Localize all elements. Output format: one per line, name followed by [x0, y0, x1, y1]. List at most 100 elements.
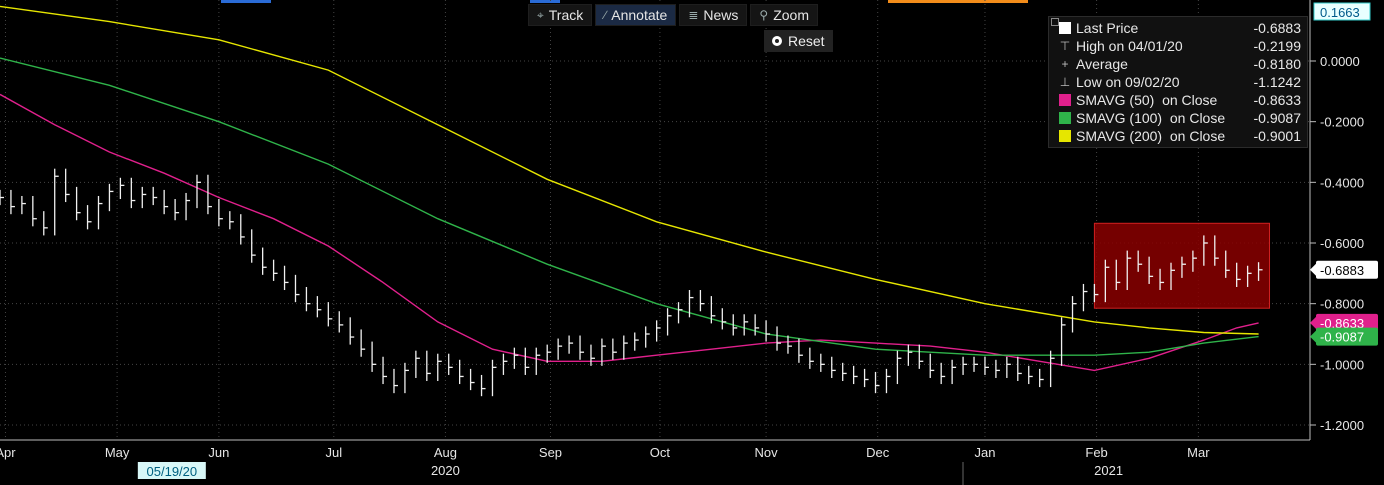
price-bar[interactable] — [360, 329, 366, 357]
price-bar[interactable] — [831, 356, 836, 378]
price-bar[interactable] — [1028, 365, 1033, 385]
price-bar[interactable] — [272, 259, 278, 281]
collapse-legend-icon[interactable] — [1051, 18, 1059, 26]
price-bar[interactable] — [568, 335, 574, 354]
price-bar[interactable] — [743, 314, 749, 336]
price-bar[interactable] — [1039, 368, 1044, 388]
price-bar[interactable] — [1170, 262, 1176, 291]
price-bar[interactable] — [97, 195, 103, 230]
price-bar[interactable] — [283, 265, 289, 291]
price-bar[interactable] — [262, 247, 267, 275]
price-bar[interactable] — [601, 338, 606, 366]
price-bar[interactable] — [54, 168, 59, 236]
price-bar[interactable] — [677, 302, 683, 324]
price-bar[interactable] — [623, 335, 628, 360]
price-bar[interactable] — [546, 344, 552, 363]
legend-sma100[interactable]: SMAVG (100) on Close -0.9087 — [1049, 109, 1307, 127]
price-bar[interactable] — [1082, 283, 1088, 312]
price-bar[interactable] — [885, 368, 891, 394]
price-bar[interactable] — [1246, 265, 1252, 287]
price-bar[interactable] — [655, 320, 661, 342]
price-bar[interactable] — [590, 344, 595, 366]
price-bar[interactable] — [130, 177, 136, 209]
price-bar[interactable] — [721, 308, 727, 330]
price-bar[interactable] — [21, 195, 26, 215]
series-line-1[interactable] — [0, 93, 1259, 372]
price-bar[interactable] — [469, 368, 475, 391]
price-bar[interactable] — [163, 189, 169, 215]
price-bar[interactable] — [251, 229, 256, 263]
price-bar[interactable] — [852, 365, 858, 385]
price-bar[interactable] — [404, 362, 409, 394]
price-bar[interactable] — [962, 356, 968, 375]
price-bar[interactable] — [809, 347, 814, 369]
price-bar[interactable] — [480, 374, 486, 397]
price-bar[interactable] — [502, 353, 508, 375]
price-bar[interactable] — [305, 286, 311, 312]
price-bar[interactable] — [1192, 250, 1197, 272]
price-bar[interactable] — [896, 350, 902, 385]
price-bar[interactable] — [1126, 250, 1132, 291]
price-bar[interactable] — [229, 211, 234, 230]
price-bar[interactable] — [1181, 256, 1186, 278]
track-button[interactable]: ⌖ Track — [528, 4, 593, 26]
price-bar[interactable] — [1137, 250, 1143, 272]
price-bar[interactable] — [141, 186, 147, 209]
price-bar[interactable] — [86, 205, 92, 230]
price-bar[interactable] — [491, 359, 497, 397]
price-bar[interactable] — [196, 174, 201, 209]
legend-sma200[interactable]: SMAVG (200) on Close -0.9001 — [1049, 127, 1307, 145]
price-bar[interactable] — [929, 353, 935, 378]
price-bar[interactable] — [207, 174, 212, 215]
price-bar[interactable] — [513, 347, 519, 369]
price-bar[interactable] — [579, 335, 585, 360]
price-bar[interactable] — [119, 177, 125, 200]
price-bar[interactable] — [787, 335, 792, 354]
price-bar[interactable] — [842, 362, 847, 382]
price-bar[interactable] — [776, 326, 782, 351]
price-bar[interactable] — [940, 362, 946, 385]
price-bar[interactable] — [43, 211, 48, 236]
price-bar[interactable] — [863, 368, 869, 388]
price-bar[interactable] — [294, 274, 300, 303]
series-line-3[interactable] — [0, 5, 1259, 335]
price-bar[interactable] — [426, 350, 431, 382]
price-bar[interactable] — [415, 350, 420, 378]
price-bar[interactable] — [1159, 268, 1165, 291]
price-bar[interactable] — [798, 338, 803, 363]
price-bar[interactable] — [557, 338, 563, 360]
price-bar[interactable] — [1071, 296, 1077, 333]
price-bar[interactable] — [918, 344, 924, 369]
price-bar[interactable] — [612, 338, 617, 360]
price-bar[interactable] — [907, 344, 913, 366]
price-bar[interactable] — [152, 186, 158, 206]
price-bar[interactable] — [732, 314, 738, 336]
price-bar[interactable] — [1225, 250, 1230, 278]
price-bar[interactable] — [688, 290, 694, 318]
price-bar[interactable] — [437, 353, 442, 382]
price-bar[interactable] — [75, 186, 81, 221]
price-bar[interactable] — [240, 214, 245, 245]
price-bar[interactable] — [185, 192, 191, 221]
price-bar[interactable] — [634, 332, 639, 351]
price-bar[interactable] — [984, 356, 989, 375]
price-bar[interactable] — [754, 314, 760, 336]
legend-high[interactable]: ⊤ High on 04/01/20 -0.2199 — [1049, 37, 1307, 55]
price-bar[interactable] — [108, 183, 114, 212]
news-button[interactable]: ≣ News — [679, 4, 748, 26]
price-bar[interactable] — [316, 296, 322, 318]
price-bar[interactable] — [973, 356, 979, 372]
price-bar[interactable] — [1214, 235, 1219, 266]
price-bar[interactable] — [1049, 350, 1055, 388]
zoom-button[interactable]: ⚲ Zoom — [750, 4, 818, 26]
price-bar[interactable] — [448, 353, 453, 375]
price-bar[interactable] — [666, 308, 672, 336]
price-bar[interactable] — [65, 168, 70, 203]
price-bar[interactable] — [349, 317, 355, 345]
price-bar[interactable] — [10, 189, 15, 215]
price-bar[interactable] — [0, 189, 4, 206]
price-bar[interactable] — [1006, 356, 1011, 378]
price-bar[interactable] — [371, 341, 377, 372]
price-bar[interactable] — [382, 356, 388, 385]
